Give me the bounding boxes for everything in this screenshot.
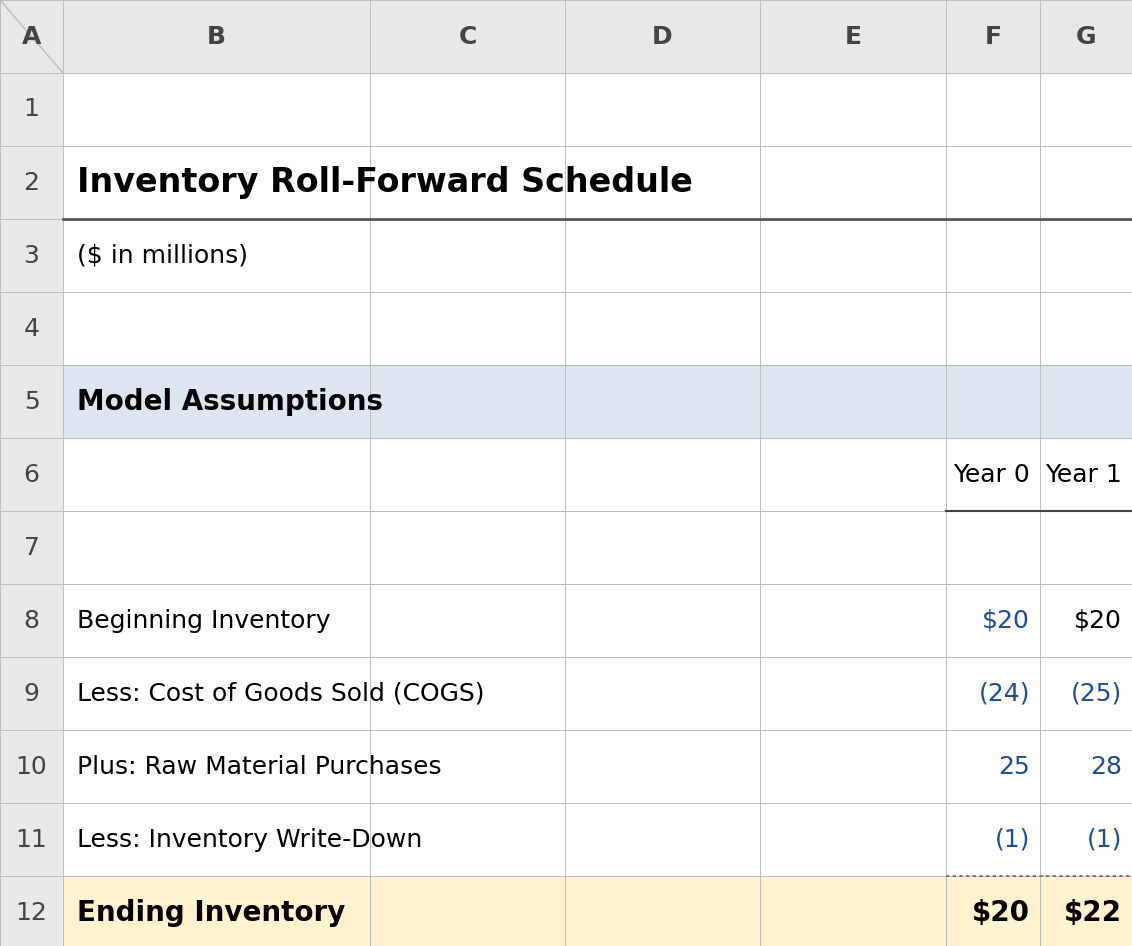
- Text: 10: 10: [16, 755, 48, 779]
- Text: A: A: [22, 25, 41, 48]
- Text: F: F: [985, 25, 1002, 48]
- Text: B: B: [207, 25, 226, 48]
- Text: Plus: Raw Material Purchases: Plus: Raw Material Purchases: [77, 755, 441, 779]
- Text: 4: 4: [24, 317, 40, 341]
- Text: $22: $22: [1064, 899, 1122, 926]
- Text: Model Assumptions: Model Assumptions: [77, 388, 383, 415]
- Bar: [63, 365, 1132, 438]
- Text: 12: 12: [16, 901, 48, 924]
- Text: ($ in millions): ($ in millions): [77, 243, 248, 268]
- Text: 3: 3: [24, 243, 40, 268]
- Text: Year 1: Year 1: [1045, 463, 1122, 486]
- Text: 25: 25: [998, 755, 1030, 779]
- Text: $20: $20: [983, 608, 1030, 633]
- Text: 5: 5: [24, 390, 40, 413]
- Text: (1): (1): [995, 828, 1030, 851]
- Text: 7: 7: [24, 535, 40, 559]
- Text: G: G: [1075, 25, 1096, 48]
- Text: 28: 28: [1090, 755, 1122, 779]
- Text: Less: Cost of Goods Sold (COGS): Less: Cost of Goods Sold (COGS): [77, 681, 484, 706]
- Text: Ending Inventory: Ending Inventory: [77, 899, 345, 926]
- Text: 8: 8: [24, 608, 40, 633]
- Bar: [0, 0, 63, 946]
- Text: Beginning Inventory: Beginning Inventory: [77, 608, 331, 633]
- Text: (25): (25): [1071, 681, 1122, 706]
- Bar: [63, 876, 1132, 946]
- Text: 6: 6: [24, 463, 40, 486]
- Text: Less: Inventory Write-Down: Less: Inventory Write-Down: [77, 828, 422, 851]
- Text: E: E: [844, 25, 861, 48]
- Text: $20: $20: [972, 899, 1030, 926]
- Text: 11: 11: [16, 828, 48, 851]
- Text: 1: 1: [24, 97, 40, 121]
- Bar: [0, 0, 1132, 73]
- Text: D: D: [652, 25, 672, 48]
- Text: Year 0: Year 0: [953, 463, 1030, 486]
- Text: 2: 2: [24, 170, 40, 195]
- Text: 9: 9: [24, 681, 40, 706]
- Text: C: C: [458, 25, 477, 48]
- Text: Inventory Roll-Forward Schedule: Inventory Roll-Forward Schedule: [77, 166, 693, 199]
- Text: (1): (1): [1087, 828, 1122, 851]
- Text: $20: $20: [1074, 608, 1122, 633]
- Text: (24): (24): [978, 681, 1030, 706]
